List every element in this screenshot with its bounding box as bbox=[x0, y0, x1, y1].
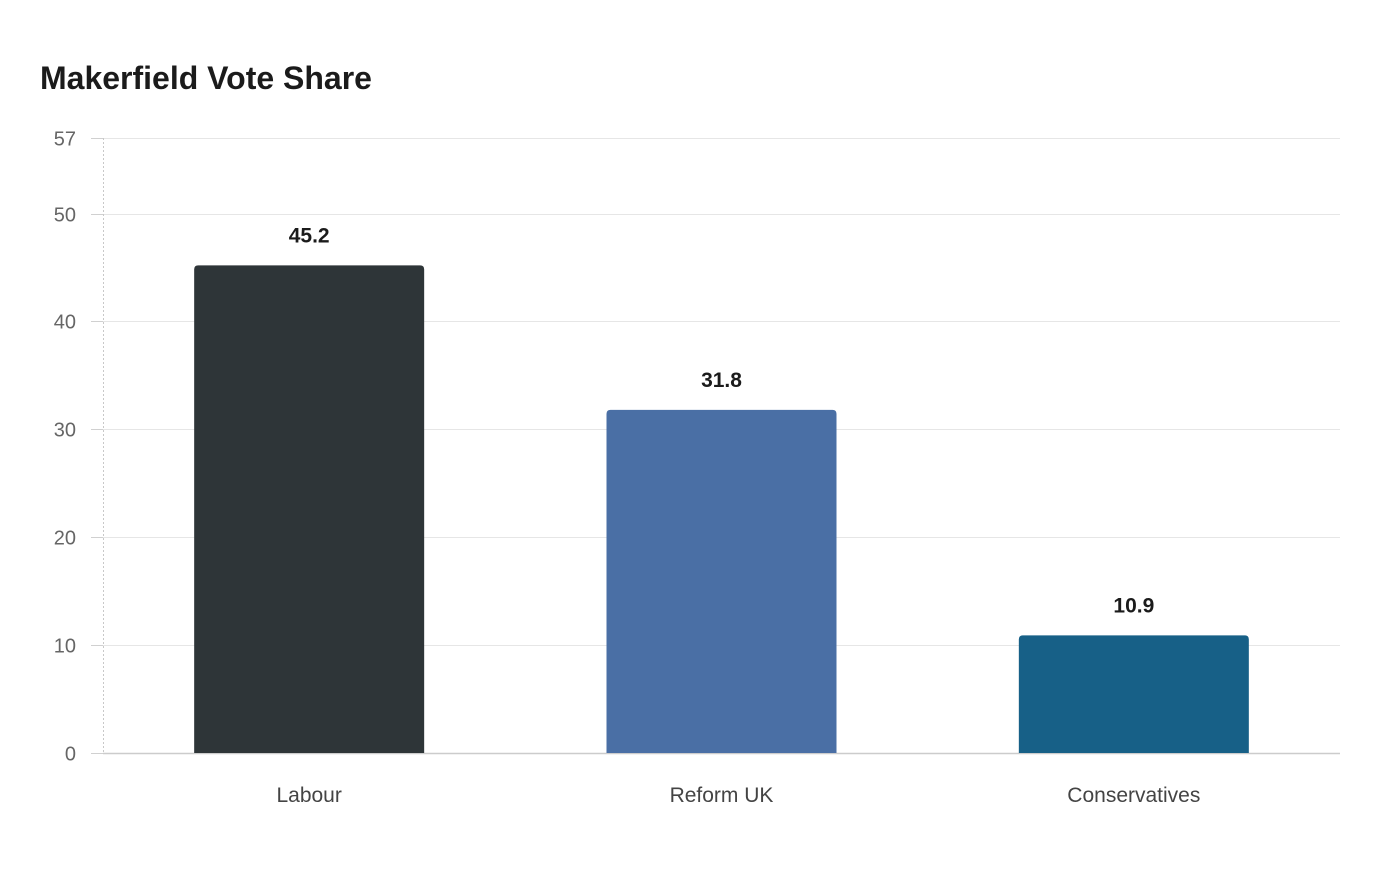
y-tick-label: 20 bbox=[54, 528, 76, 550]
y-tick-label: 30 bbox=[54, 420, 76, 442]
y-tick-label: 40 bbox=[54, 312, 76, 334]
bar-labour bbox=[194, 265, 425, 753]
bar-conservatives bbox=[1018, 635, 1249, 753]
data-label: 10.9 bbox=[1113, 594, 1154, 617]
data-label: 31.8 bbox=[701, 369, 742, 392]
data-label: 45.2 bbox=[289, 224, 330, 247]
y-tick-label: 57 bbox=[54, 129, 76, 151]
chart-title: Makerfield Vote Share bbox=[40, 60, 372, 96]
y-tick-label: 10 bbox=[54, 636, 76, 658]
y-tick-label: 50 bbox=[54, 205, 76, 227]
x-tick-label: Reform UK bbox=[670, 784, 774, 807]
x-tick-label: Conservatives bbox=[1067, 784, 1200, 807]
y-tick-label: 0 bbox=[65, 744, 76, 766]
bar-reform-uk bbox=[606, 409, 837, 753]
x-tick-label: Labour bbox=[276, 784, 341, 807]
